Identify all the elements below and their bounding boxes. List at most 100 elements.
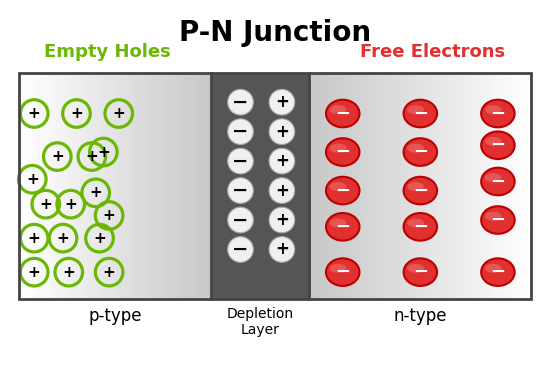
Bar [354,73,358,299]
Bar [439,73,443,299]
Bar [494,73,498,299]
Bar [140,73,144,299]
Bar [379,73,383,299]
Ellipse shape [481,258,515,286]
Bar [102,73,105,299]
Text: +: + [93,230,106,246]
Bar [147,73,150,299]
Ellipse shape [326,100,360,127]
Ellipse shape [269,207,295,233]
Text: +: + [275,241,289,258]
Bar [443,73,446,299]
Bar [22,73,25,299]
Text: +: + [275,123,289,141]
Ellipse shape [326,258,360,286]
Text: −: − [335,143,350,161]
Bar [32,73,35,299]
Bar [41,73,45,299]
Text: +: + [85,149,98,164]
Text: Free Electrons: Free Electrons [360,43,505,61]
Bar [310,73,313,299]
Ellipse shape [404,213,437,241]
Ellipse shape [404,258,437,286]
Text: −: − [232,240,249,259]
Bar [112,73,115,299]
Bar [431,73,435,299]
Ellipse shape [326,138,360,166]
Bar [67,73,70,299]
Bar [195,73,198,299]
Bar [376,73,380,299]
Bar [424,73,428,299]
Bar [428,73,431,299]
Ellipse shape [329,264,346,273]
Bar [313,73,317,299]
Ellipse shape [485,105,502,114]
Bar [505,73,509,299]
Bar [472,73,476,299]
Ellipse shape [228,237,254,262]
Text: +: + [275,182,289,200]
Ellipse shape [485,212,502,221]
Ellipse shape [407,264,424,273]
Bar [358,73,361,299]
Ellipse shape [329,105,346,114]
Bar [469,73,472,299]
Text: −: − [491,136,505,154]
Bar [417,73,420,299]
Bar [105,73,108,299]
Ellipse shape [326,213,360,241]
Ellipse shape [404,100,437,127]
Bar [83,73,86,299]
Bar [51,73,54,299]
Ellipse shape [481,168,515,195]
Ellipse shape [485,173,502,182]
Bar [332,73,336,299]
Bar [520,73,524,299]
Text: −: − [412,143,428,161]
Bar [372,73,376,299]
Ellipse shape [407,218,424,227]
Text: −: − [335,105,350,123]
Bar [502,73,505,299]
Bar [420,73,424,299]
Bar [398,73,402,299]
Bar [173,73,176,299]
Text: p-type: p-type [88,307,142,325]
Bar [163,73,166,299]
Bar [350,73,354,299]
Text: −: − [335,218,350,236]
Bar [131,73,134,299]
Ellipse shape [485,137,502,146]
Ellipse shape [329,144,346,153]
Bar [211,73,310,299]
Bar [144,73,147,299]
Bar [19,73,22,299]
Bar [491,73,494,299]
Bar [138,73,140,299]
Ellipse shape [481,206,515,234]
Ellipse shape [228,119,254,144]
Ellipse shape [407,182,424,191]
Bar [192,73,195,299]
Text: −: − [412,105,428,123]
Bar [446,73,450,299]
Bar [92,73,96,299]
Bar [29,73,32,299]
Bar [70,73,73,299]
Ellipse shape [269,119,295,144]
Bar [205,73,208,299]
Bar [368,73,372,299]
Text: −: − [232,93,249,112]
Bar [169,73,173,299]
Bar [321,73,324,299]
Bar [99,73,102,299]
Bar [25,73,29,299]
Bar [76,73,80,299]
Bar [38,73,41,299]
Text: −: − [335,263,350,281]
Text: +: + [28,106,41,121]
Bar [383,73,387,299]
Bar [328,73,332,299]
Bar [480,73,483,299]
